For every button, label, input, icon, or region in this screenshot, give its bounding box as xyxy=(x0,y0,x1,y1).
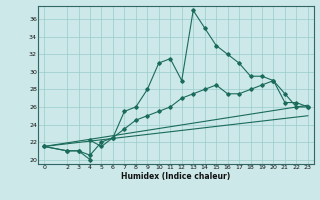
X-axis label: Humidex (Indice chaleur): Humidex (Indice chaleur) xyxy=(121,172,231,181)
